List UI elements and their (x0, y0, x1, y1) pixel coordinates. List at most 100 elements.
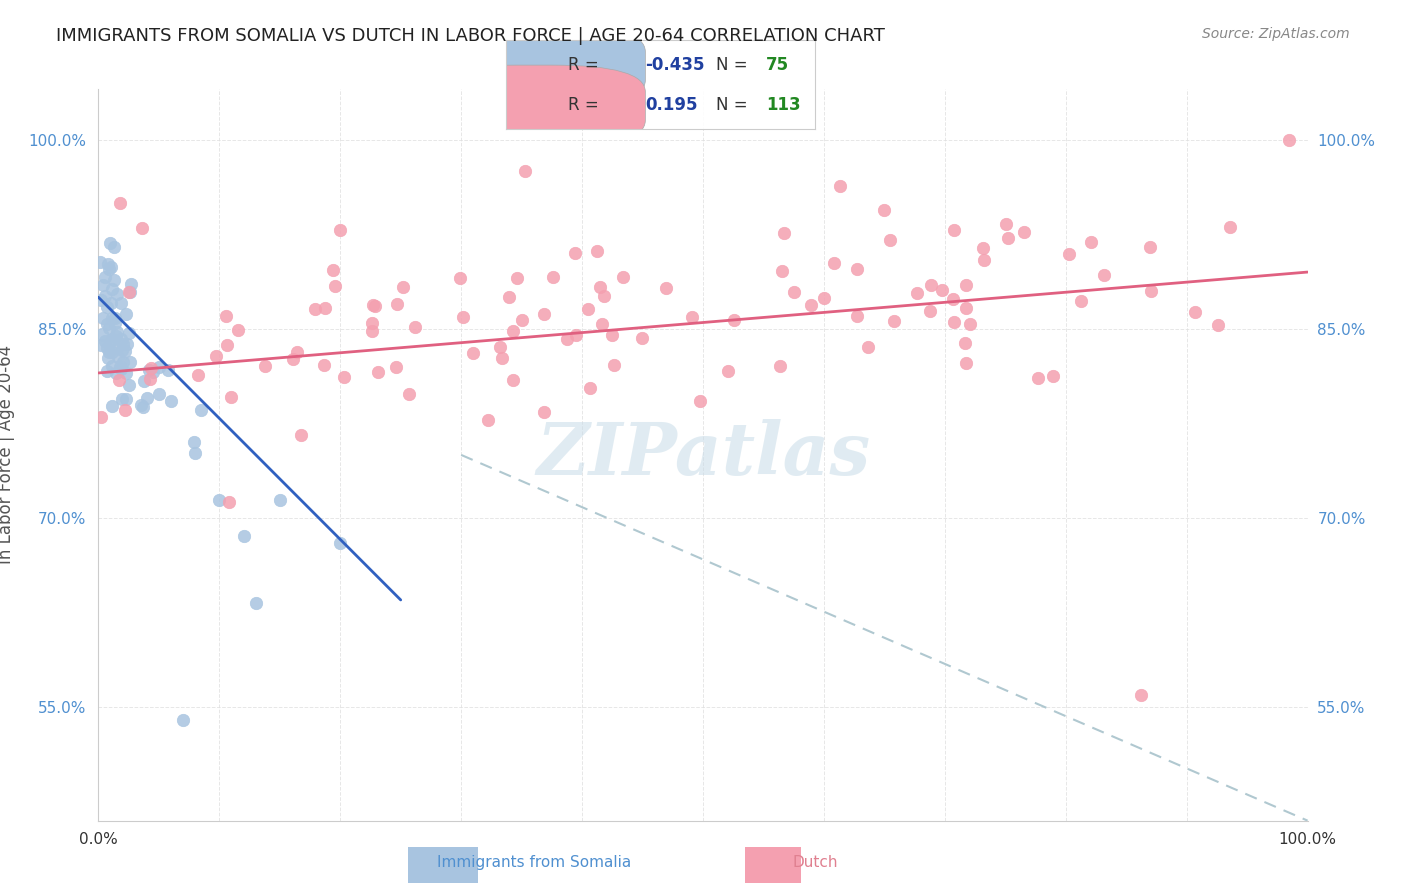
Point (398, 387, 420, 401)
Point (973, 253, 995, 268)
Point (215, 309, 238, 323)
Point (364, 299, 387, 313)
Point (96, 341, 118, 355)
Point (1129, 688, 1152, 702)
Point (1206, 318, 1229, 332)
Point (90, 293, 112, 308)
Point (502, 324, 524, 338)
Point (1057, 247, 1080, 261)
Point (603, 359, 626, 373)
Point (361, 298, 384, 312)
Point (96, 317, 118, 331)
Text: ZIPatlas: ZIPatlas (536, 419, 870, 491)
Point (449, 271, 471, 285)
Point (681, 310, 703, 324)
Point (314, 301, 336, 316)
Point (183, 435, 205, 450)
Point (114, 402, 136, 417)
Point (104, 310, 127, 325)
Point (172, 713, 194, 727)
Point (89, 255, 111, 269)
Point (101, 359, 124, 374)
Point (90, 338, 112, 352)
Point (290, 427, 312, 442)
Point (132, 400, 155, 414)
Point (104, 317, 127, 331)
Point (769, 359, 792, 373)
Point (955, 278, 977, 293)
Point (97, 257, 120, 271)
Point (328, 223, 350, 237)
Point (510, 312, 533, 326)
Point (1070, 294, 1092, 309)
Point (451, 310, 474, 324)
Text: N =: N = (717, 96, 754, 114)
Point (498, 290, 520, 304)
Point (1042, 368, 1064, 383)
Point (723, 313, 745, 327)
Point (115, 308, 138, 322)
Point (477, 412, 499, 426)
Point (97, 261, 120, 276)
Point (502, 373, 524, 387)
Point (139, 372, 162, 386)
Point (285, 344, 308, 359)
Point (91, 277, 114, 292)
Point (108, 195, 131, 210)
Point (314, 358, 336, 372)
Point (232, 528, 254, 542)
Point (823, 256, 845, 270)
Point (100, 296, 122, 310)
Point (800, 298, 823, 312)
Point (100, 334, 122, 349)
Point (1184, 305, 1206, 319)
Point (111, 343, 134, 357)
Point (1092, 268, 1115, 282)
Point (101, 282, 124, 296)
Point (139, 361, 162, 376)
Point (101, 345, 124, 359)
Point (118, 355, 141, 369)
Point (953, 336, 976, 351)
Point (513, 163, 536, 178)
Point (204, 349, 226, 363)
Y-axis label: In Labor Force | Age 20-64: In Labor Force | Age 20-64 (0, 345, 14, 565)
Point (98, 345, 121, 359)
Point (1278, 133, 1301, 147)
Point (136, 391, 159, 405)
Point (138, 362, 160, 376)
Point (1080, 235, 1102, 249)
Point (90, 326, 112, 341)
Point (115, 366, 138, 380)
Point (541, 270, 564, 285)
Point (103, 273, 125, 287)
Point (148, 387, 170, 401)
Point (813, 291, 835, 305)
Point (108, 359, 131, 374)
Point (879, 233, 901, 247)
Point (108, 373, 131, 387)
Point (995, 217, 1018, 231)
Point (111, 337, 134, 351)
Point (117, 337, 139, 351)
Point (770, 263, 793, 277)
Point (90, 409, 112, 424)
Point (589, 280, 612, 294)
Point (1026, 371, 1049, 385)
Point (361, 316, 384, 330)
Text: N =: N = (717, 56, 754, 74)
Point (208, 493, 231, 508)
Point (404, 319, 426, 334)
Point (959, 317, 981, 331)
Point (972, 241, 994, 255)
Point (385, 359, 408, 374)
Point (142, 365, 165, 379)
FancyBboxPatch shape (423, 25, 645, 107)
Point (1012, 225, 1035, 239)
Point (783, 285, 806, 299)
Point (129, 398, 152, 412)
Point (955, 356, 977, 370)
Point (630, 331, 652, 345)
Point (1219, 220, 1241, 235)
Point (96, 300, 118, 314)
